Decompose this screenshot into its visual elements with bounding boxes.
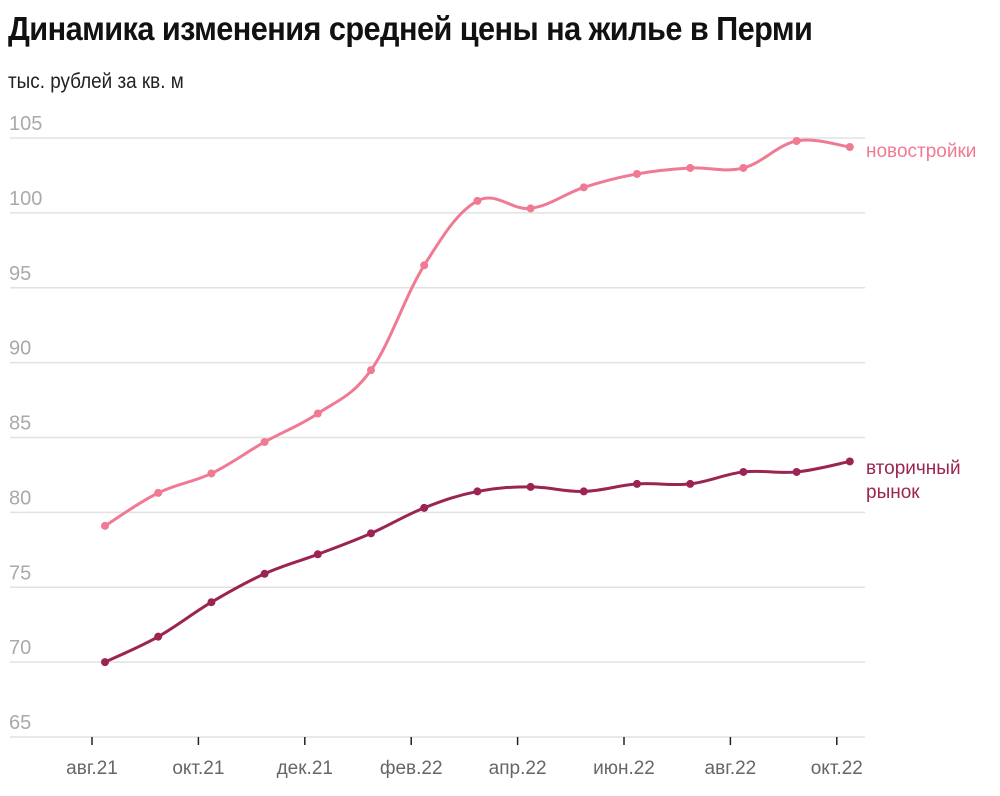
data-point[interactable]: [154, 488, 163, 497]
gridlines: [10, 137, 865, 738]
data-point[interactable]: [313, 550, 322, 559]
data-point[interactable]: [367, 529, 375, 538]
data-point[interactable]: [260, 437, 269, 446]
y-tick-label: 90: [9, 338, 31, 360]
data-point[interactable]: [526, 204, 535, 213]
x-tick-label: окт.22: [811, 758, 863, 779]
y-tick-label: 85: [9, 413, 31, 435]
y-tick-label: 105: [9, 113, 42, 135]
y-tick-label: 80: [9, 487, 31, 509]
data-point[interactable]: [101, 658, 109, 667]
legend-new-buildings: новостройки: [866, 141, 976, 162]
data-point[interactable]: [739, 467, 748, 476]
data-point[interactable]: [154, 632, 163, 641]
data-point[interactable]: [686, 163, 695, 172]
y-tick-label: 75: [9, 562, 31, 584]
y-tick-label: 95: [9, 263, 31, 285]
data-point[interactable]: [367, 366, 375, 375]
data-point[interactable]: [633, 479, 641, 488]
x-tick-label: фев.22: [380, 758, 443, 779]
data-point[interactable]: [473, 196, 482, 205]
x-tick-label: авг.21: [66, 758, 118, 779]
data-point[interactable]: [845, 457, 854, 466]
data-point[interactable]: [420, 503, 429, 512]
x-tick-label: авг.22: [705, 758, 757, 779]
y-tick-label: 100: [9, 188, 42, 210]
data-point[interactable]: [313, 409, 322, 418]
legend-secondary-line1: вторичный: [866, 458, 961, 479]
legend-secondary-line2: рынок: [866, 482, 920, 503]
x-axis-ticks: авг.21 окт.21 дек.21 фев.22 апр.22 июн.22 авг.…: [66, 737, 863, 779]
data-point[interactable]: [845, 142, 854, 151]
data-point[interactable]: [633, 169, 641, 178]
data-point[interactable]: [207, 469, 216, 478]
y-tick-label: 65: [9, 712, 31, 734]
data-point[interactable]: [207, 598, 216, 607]
data-point[interactable]: [792, 136, 801, 145]
series-new-buildings: [101, 136, 854, 530]
data-point[interactable]: [739, 163, 748, 172]
chart-title: Динамика изменения средней цены на жилье…: [8, 10, 813, 47]
data-point[interactable]: [260, 569, 269, 578]
series-lines: [101, 136, 854, 667]
series-line: [103, 138, 852, 528]
x-tick-label: окт.21: [172, 758, 224, 779]
series-secondary-market: [101, 457, 854, 667]
y-tick-label: 70: [9, 637, 31, 659]
data-point[interactable]: [526, 482, 535, 491]
x-tick-label: дек.21: [277, 758, 333, 779]
data-point[interactable]: [420, 261, 429, 270]
data-point[interactable]: [686, 479, 695, 488]
data-point[interactable]: [792, 467, 801, 476]
y-axis-ticks: 65 70 75 80 85 90 95 100 105: [9, 113, 42, 734]
chart-subtitle: тыс. рублей за кв. м: [8, 70, 184, 93]
data-point[interactable]: [101, 521, 109, 530]
x-tick-label: апр.22: [489, 758, 547, 779]
data-point[interactable]: [579, 183, 588, 192]
data-point[interactable]: [473, 487, 482, 496]
x-tick-label: июн.22: [593, 758, 655, 779]
data-point[interactable]: [579, 487, 588, 496]
